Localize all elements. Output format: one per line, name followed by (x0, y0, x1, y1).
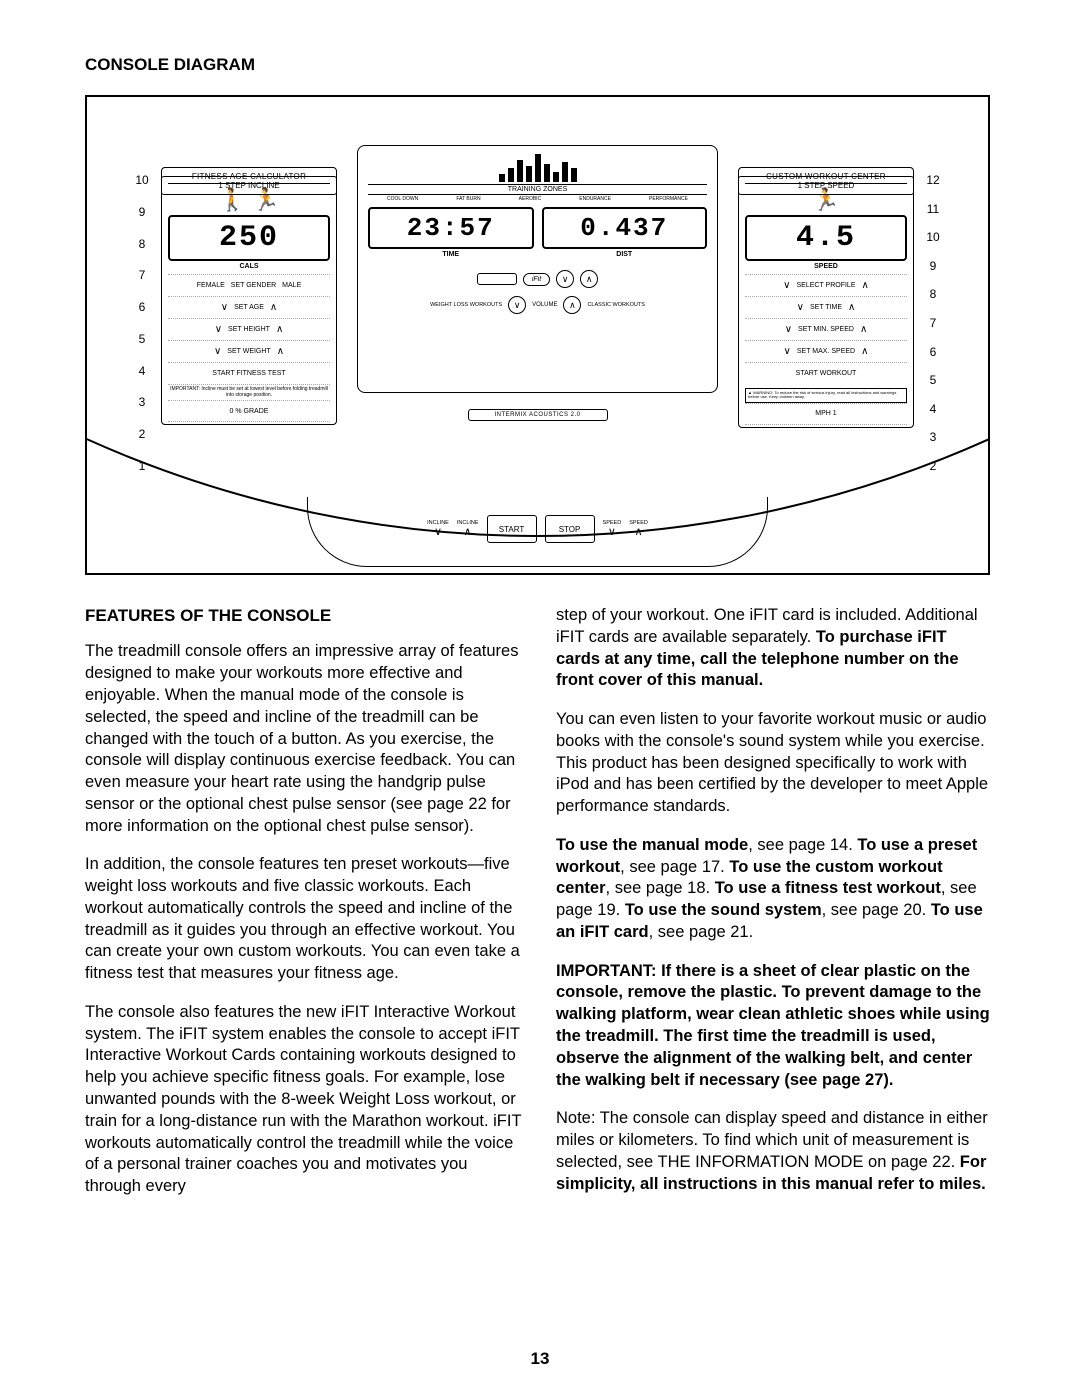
paragraph: In addition, the console features ten pr… (85, 854, 524, 985)
training-zones-labels: COOL DOWNFAT BURNAEROBICENDURANCEPERFORM… (368, 195, 707, 205)
incline-number[interactable]: 4 (127, 358, 157, 384)
incline-number[interactable]: 8 (127, 231, 157, 257)
paragraph: The treadmill console offers an impressi… (85, 641, 524, 837)
paragraph: The console also features the new iFIT I… (85, 1002, 524, 1198)
cals-label: CALS (168, 263, 330, 270)
incline-number[interactable]: 10 (127, 167, 157, 193)
training-zones-header: TRAINING ZONES (368, 184, 707, 195)
fitness-age-panel: FITNESS AGE CALCULATOR 🚶 🏃 250 CALS FEMA… (161, 167, 337, 425)
cals-display: 250 (168, 215, 330, 261)
paragraph: You can even listen to your favorite wor… (556, 709, 995, 818)
incline-number[interactable]: 2 (127, 421, 157, 447)
speed-number[interactable]: 10 (918, 224, 948, 250)
speed-number[interactable]: 8 (918, 281, 948, 307)
set-gender-label: SET GENDER (231, 282, 276, 289)
speed-number[interactable]: 12 (918, 167, 948, 193)
ifit-up-button[interactable]: ∧ (580, 270, 598, 288)
equalizer-icon (368, 152, 707, 182)
speed-number[interactable]: 3 (918, 424, 948, 450)
warning-label: ▲ WARNING: To reduce the risk of serious… (745, 388, 907, 403)
dist-label: DIST (542, 251, 708, 258)
console-body: 10987654321 FITNESS AGE CALCULATOR 🚶 🏃 2… (117, 167, 958, 487)
section-title: CONSOLE DIAGRAM (85, 55, 995, 75)
center-lower: INTERMIX ACOUSTICS 2.0 (377, 399, 698, 479)
set-age-row[interactable]: ∨SET AGE∧ (168, 296, 330, 318)
incline-down-button[interactable]: INCLINE∨ (427, 520, 449, 538)
lower-button-tray: INCLINE∨ INCLINE∧ START STOP SPEED∨ SPEE… (307, 497, 768, 567)
volume-up-button[interactable]: ∧ (563, 296, 581, 314)
paragraph: To use the manual mode, see page 14. To … (556, 835, 995, 944)
right-column: step of your workout. One iFIT card is i… (556, 605, 995, 1215)
classic-workouts[interactable]: CLASSIC WORKOUTS (587, 302, 644, 308)
incline-number[interactable]: 1 (127, 453, 157, 479)
incline-warning: IMPORTANT: Incline must be set at lowest… (168, 384, 330, 400)
ifit-slot-icon (477, 273, 517, 285)
set-weight-row[interactable]: ∨SET WEIGHT∧ (168, 340, 330, 362)
volume-label: VOLUME (532, 302, 557, 308)
custom-workout-panel: CUSTOM WORKOUT CENTER 🏃 4.5 SPEED ∨SELEC… (738, 167, 914, 428)
volume-down-button[interactable]: ∨ (508, 296, 526, 314)
speed-label: SPEED (745, 263, 907, 270)
features-heading: FEATURES OF THE CONSOLE (85, 605, 524, 627)
start-workout[interactable]: START WORKOUT (745, 362, 907, 384)
one-step-speed[interactable]: 1 STEP SPEED (738, 176, 914, 195)
console-diagram: 10987654321 FITNESS AGE CALCULATOR 🚶 🏃 2… (85, 95, 990, 575)
set-height-row[interactable]: ∨SET HEIGHT∧ (168, 318, 330, 340)
start-button[interactable]: START (487, 515, 537, 543)
ifit-row: iFit ∨ ∧ (368, 270, 707, 288)
speed-number[interactable]: 11 (918, 196, 948, 222)
music-port-label: INTERMIX ACOUSTICS 2.0 (468, 409, 608, 421)
start-fitness-test[interactable]: START FITNESS TEST (168, 362, 330, 384)
stop-button[interactable]: STOP (545, 515, 595, 543)
speed-number[interactable]: 7 (918, 310, 948, 336)
incline-up-button[interactable]: INCLINE∧ (457, 520, 479, 538)
incline-number[interactable]: 9 (127, 199, 157, 225)
incline-number[interactable]: 6 (127, 294, 157, 320)
one-step-incline[interactable]: 1 STEP INCLINE (161, 176, 337, 195)
incline-number[interactable]: 3 (127, 389, 157, 415)
set-min-speed-row[interactable]: ∨SET MIN. SPEED∧ (745, 318, 907, 340)
left-column: FEATURES OF THE CONSOLE The treadmill co… (85, 605, 524, 1215)
select-profile-row[interactable]: ∨SELECT PROFILE∧ (745, 274, 907, 296)
important-note: IMPORTANT: If there is a sheet of clear … (556, 961, 995, 1092)
weight-loss-workouts[interactable]: WEIGHT LOSS WORKOUTS (430, 302, 502, 308)
body-text: FEATURES OF THE CONSOLE The treadmill co… (85, 605, 995, 1215)
set-max-speed-row[interactable]: ∨SET MAX. SPEED∧ (745, 340, 907, 362)
ifit-down-button[interactable]: ∨ (556, 270, 574, 288)
mph-label: MPH 1 (745, 403, 907, 425)
gender-row[interactable]: FEMALE SET GENDER MALE (168, 274, 330, 296)
center-display-panel: TRAINING ZONES COOL DOWNFAT BURNAEROBICE… (357, 145, 718, 393)
time-display: 23:57 (368, 207, 534, 249)
time-label: TIME (368, 251, 534, 258)
page-number: 13 (0, 1349, 1080, 1369)
paragraph: step of your workout. One iFIT card is i… (556, 605, 995, 692)
set-time-row[interactable]: ∨SET TIME∧ (745, 296, 907, 318)
incline-number[interactable]: 7 (127, 262, 157, 288)
speed-number[interactable]: 4 (918, 396, 948, 422)
speed-number[interactable]: 6 (918, 339, 948, 365)
incline-number[interactable]: 5 (127, 326, 157, 352)
speed-numbers: 12 1110 98 7 65 43 2 (918, 167, 948, 479)
speed-number[interactable]: 5 (918, 367, 948, 393)
paragraph: Note: The console can display speed and … (556, 1108, 995, 1195)
female-label: FEMALE (197, 282, 225, 289)
bottom-button-row: INCLINE∨ INCLINE∧ START STOP SPEED∨ SPEE… (308, 515, 767, 543)
speed-down-button[interactable]: SPEED∨ (603, 520, 622, 538)
speed-display: 4.5 (745, 215, 907, 261)
male-label: MALE (282, 282, 301, 289)
speed-number[interactable]: 2 (918, 453, 948, 479)
zero-grade: 0 % GRADE (168, 400, 330, 422)
ifit-badge: iFit (523, 273, 550, 286)
speed-number[interactable]: 9 (918, 253, 948, 279)
time-dist-row: 23:57 TIME 0.437 DIST (368, 205, 707, 262)
dist-display: 0.437 (542, 207, 708, 249)
speed-up-button[interactable]: SPEED∧ (629, 520, 648, 538)
volume-row: WEIGHT LOSS WORKOUTS ∨ VOLUME ∧ CLASSIC … (368, 296, 707, 314)
incline-numbers: 10 9 8 7 6 5 4 3 2 1 (127, 167, 157, 479)
